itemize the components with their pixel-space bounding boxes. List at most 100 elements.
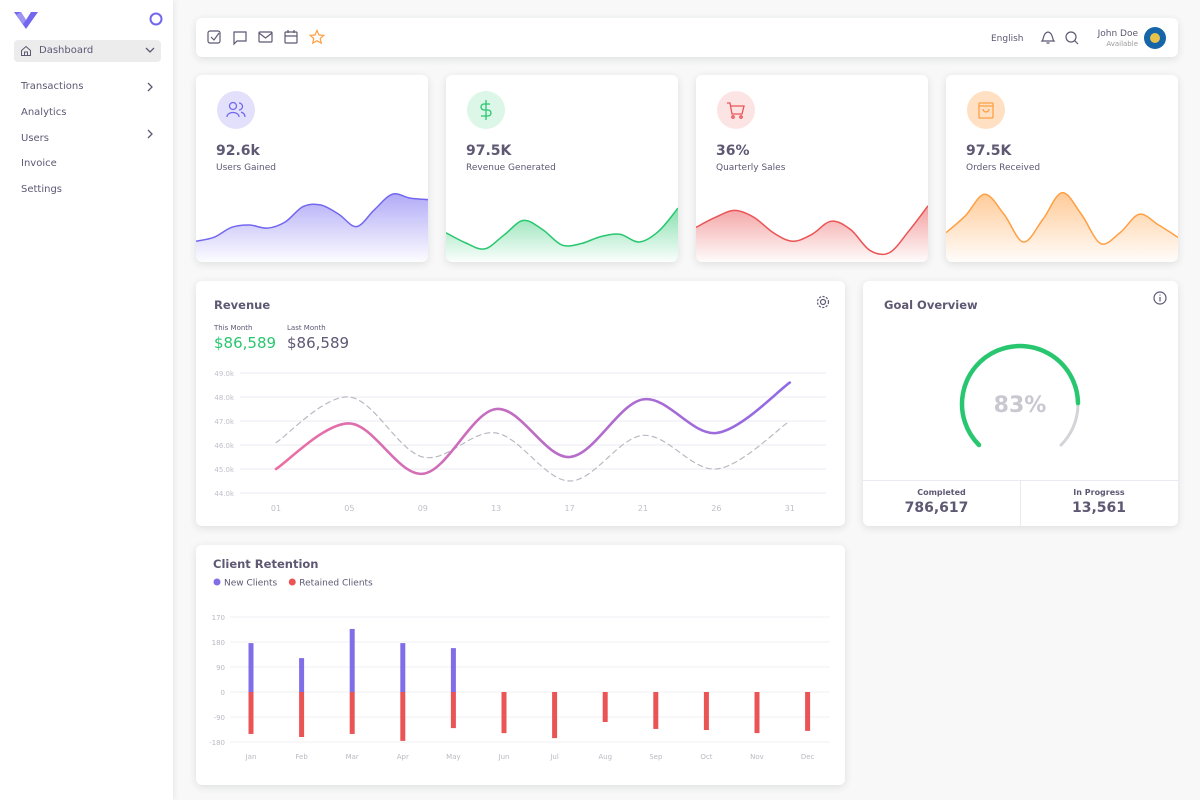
x-tick-label: 31 [785, 504, 795, 513]
bar [501, 692, 507, 734]
language[interactable]: English [991, 34, 1024, 44]
x-tick-label: Oct [700, 753, 712, 761]
x-tick-label: 21 [638, 504, 648, 513]
series-total: $86,589 [287, 334, 350, 352]
line-series [274, 381, 792, 476]
retention-card: 170 180 90 0 -90 -180 Jan Feb Mar Apr May Jun Jul Aug… [196, 545, 845, 785]
stat-label: Completed [917, 488, 966, 497]
chart: 170 180 90 0 -90 -180 Jan Feb Mar Apr May Jun Jul Aug… [209, 578, 830, 761]
x-tick-label: Mar [346, 753, 359, 761]
chart [196, 193, 428, 262]
revenue-card: 44.0k 45.0k 46.0k 47.0k 48.0k 49.0k 01 05 09 13 17… [196, 281, 845, 526]
chart [696, 205, 928, 262]
bar [400, 692, 406, 741]
stat-value: 36% [716, 143, 750, 159]
shortcut-icons[interactable] [206, 28, 346, 48]
chevron-down [145, 47, 155, 53]
x-tick-label: Sep [649, 753, 663, 761]
bar [299, 692, 305, 737]
bar [450, 692, 456, 729]
divider [1020, 480, 1021, 526]
y-tick-label: -180 [209, 739, 225, 747]
bell-search-icons[interactable] [1039, 29, 1079, 47]
line-series [275, 396, 791, 482]
cart-icon [717, 91, 755, 129]
collapse-toggle[interactable] [148, 11, 164, 27]
y-tick-label: 0 [221, 689, 225, 697]
bar [248, 643, 254, 692]
y-tick-label: 48.0k [214, 394, 235, 402]
chart [446, 207, 678, 262]
settings-icon[interactable] [815, 294, 831, 310]
card-title: Revenue [214, 298, 271, 312]
x-tick-label: Jan [245, 753, 257, 761]
legend-marker [288, 578, 296, 586]
bar [805, 692, 811, 731]
x-tick-label: Aug [598, 753, 612, 761]
user-name[interactable]: John Doe [1097, 29, 1138, 39]
menu-item[interactable]: Invoice [21, 158, 57, 169]
menu-item[interactable]: Analytics [21, 107, 67, 118]
x-tick-label: Nov [750, 753, 764, 761]
stat-value: 92.6k [216, 143, 260, 159]
stat-label: Users Gained [216, 163, 277, 173]
stat-value: 786,617 [904, 500, 969, 516]
bag-icon [967, 91, 1005, 129]
bar [602, 692, 608, 722]
x-tick-label: 01 [271, 504, 281, 513]
x-tick-label: 13 [491, 504, 501, 513]
home-icon [21, 45, 31, 56]
sparkline [196, 193, 428, 242]
active-item-bg[interactable] [14, 40, 161, 62]
sidebar: Dashboard Transactions Analytics Users I… [0, 0, 173, 800]
stat-label: Revenue Generated [466, 163, 556, 173]
menu-item[interactable]: Users [21, 133, 50, 144]
legend-marker [213, 578, 221, 586]
bar [754, 692, 760, 734]
stat-value: 97.5K [466, 143, 512, 159]
gauge-value [959, 343, 1081, 448]
stat-card: 36% Quarterly Sales [696, 75, 928, 262]
bar [653, 692, 659, 729]
sparkline-area [946, 192, 1178, 262]
sparkline-area [696, 205, 928, 262]
card-title: Goal Overview [884, 298, 978, 312]
stat-label: Quarterly Sales [716, 163, 786, 173]
legend-label: New Clients [224, 579, 278, 589]
logo [14, 12, 38, 29]
menu-item[interactable]: Settings [21, 184, 63, 195]
info-icon[interactable] [1152, 290, 1168, 306]
x-tick-label: 05 [344, 504, 354, 513]
user-status: Available [1106, 40, 1138, 48]
bar [248, 692, 254, 734]
avatar[interactable] [1144, 27, 1166, 49]
x-tick-label: 17 [565, 504, 575, 513]
y-tick-label: 46.0k [214, 442, 235, 450]
stat-value: 97.5K [966, 143, 1012, 159]
y-tick-label: 47.0k [214, 418, 235, 426]
stat-label: Orders Received [966, 163, 1041, 173]
x-tick-label: Jul [549, 753, 559, 761]
menu-item[interactable]: Transactions [21, 81, 84, 92]
bar [349, 692, 355, 734]
chart [946, 191, 1178, 262]
chart: 83% [959, 343, 1081, 448]
sparkline [446, 207, 678, 250]
card-title: Client Retention [213, 557, 319, 571]
sparkline-area [196, 193, 428, 262]
bar [299, 658, 305, 692]
users-icon [217, 91, 255, 129]
gauge-label: 83% [994, 393, 1047, 418]
bar [400, 643, 406, 692]
stat-card: 97.5K Revenue Generated [446, 75, 678, 262]
chart: 44.0k 45.0k 46.0k 47.0k 48.0k 49.0k 01 05 09 13 17… [214, 370, 826, 513]
menu-item[interactable]: Dashboard [39, 45, 94, 56]
series-total: $86,589 [214, 334, 277, 352]
x-tick-label: May [446, 753, 460, 761]
dollar-icon [467, 91, 505, 129]
x-tick-label: Jun [498, 753, 510, 761]
y-tick-label: -90 [214, 714, 225, 722]
x-tick-label: 26 [711, 504, 721, 513]
x-tick-label: Feb [295, 753, 308, 761]
